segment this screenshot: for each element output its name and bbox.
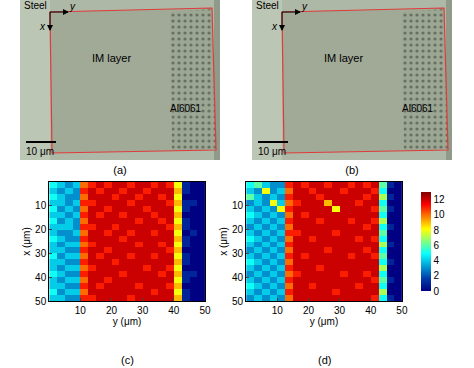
svg-text:10: 10 (35, 200, 47, 211)
svg-text:(d): (d) (318, 354, 331, 366)
svg-text:(a): (a) (113, 164, 126, 176)
svg-text:30: 30 (137, 305, 149, 316)
svg-text:10: 10 (75, 305, 87, 316)
svg-text:x: x (271, 21, 278, 32)
svg-text:50: 50 (199, 305, 211, 316)
svg-text:30: 30 (232, 248, 244, 259)
svg-text:20: 20 (303, 305, 315, 316)
svg-text:10 μm: 10 μm (26, 146, 54, 157)
svg-text:12: 12 (434, 194, 446, 205)
svg-text:x (μm): x (μm) (218, 227, 229, 256)
svg-text:20: 20 (106, 305, 118, 316)
svg-text:30: 30 (35, 248, 47, 259)
svg-text:8: 8 (434, 225, 440, 236)
svg-text:x: x (39, 21, 46, 32)
svg-text:10: 10 (272, 305, 284, 316)
svg-text:10: 10 (434, 209, 446, 220)
svg-text:6: 6 (434, 240, 440, 251)
svg-text:30: 30 (334, 305, 346, 316)
svg-text:Al6061: Al6061 (402, 103, 434, 114)
svg-text:2: 2 (434, 270, 440, 281)
svg-text:40: 40 (168, 305, 180, 316)
svg-text:IM layer: IM layer (92, 52, 131, 64)
svg-text:50: 50 (35, 296, 47, 307)
svg-text:20: 20 (232, 224, 244, 235)
svg-text:Al6061: Al6061 (170, 103, 202, 114)
svg-text:y: y (301, 1, 308, 12)
svg-text:IM layer: IM layer (324, 52, 363, 64)
svg-text:40: 40 (35, 272, 47, 283)
svg-text:20: 20 (35, 224, 47, 235)
svg-text:10: 10 (232, 200, 244, 211)
svg-text:y (μm): y (μm) (113, 316, 142, 327)
svg-text:y (μm): y (μm) (310, 316, 339, 327)
svg-text:4: 4 (434, 255, 440, 266)
svg-text:10 μm: 10 μm (258, 146, 286, 157)
svg-text:(c): (c) (121, 354, 134, 366)
svg-text:40: 40 (232, 272, 244, 283)
svg-text:50: 50 (232, 296, 244, 307)
svg-text:50: 50 (396, 305, 408, 316)
svg-text:Steel: Steel (24, 0, 47, 11)
svg-text:40: 40 (365, 305, 377, 316)
svg-text:Steel: Steel (256, 0, 279, 11)
svg-text:y: y (69, 1, 76, 12)
svg-text:0: 0 (434, 286, 440, 297)
svg-text:x (μm): x (μm) (21, 227, 32, 256)
svg-text:(b): (b) (345, 164, 358, 176)
